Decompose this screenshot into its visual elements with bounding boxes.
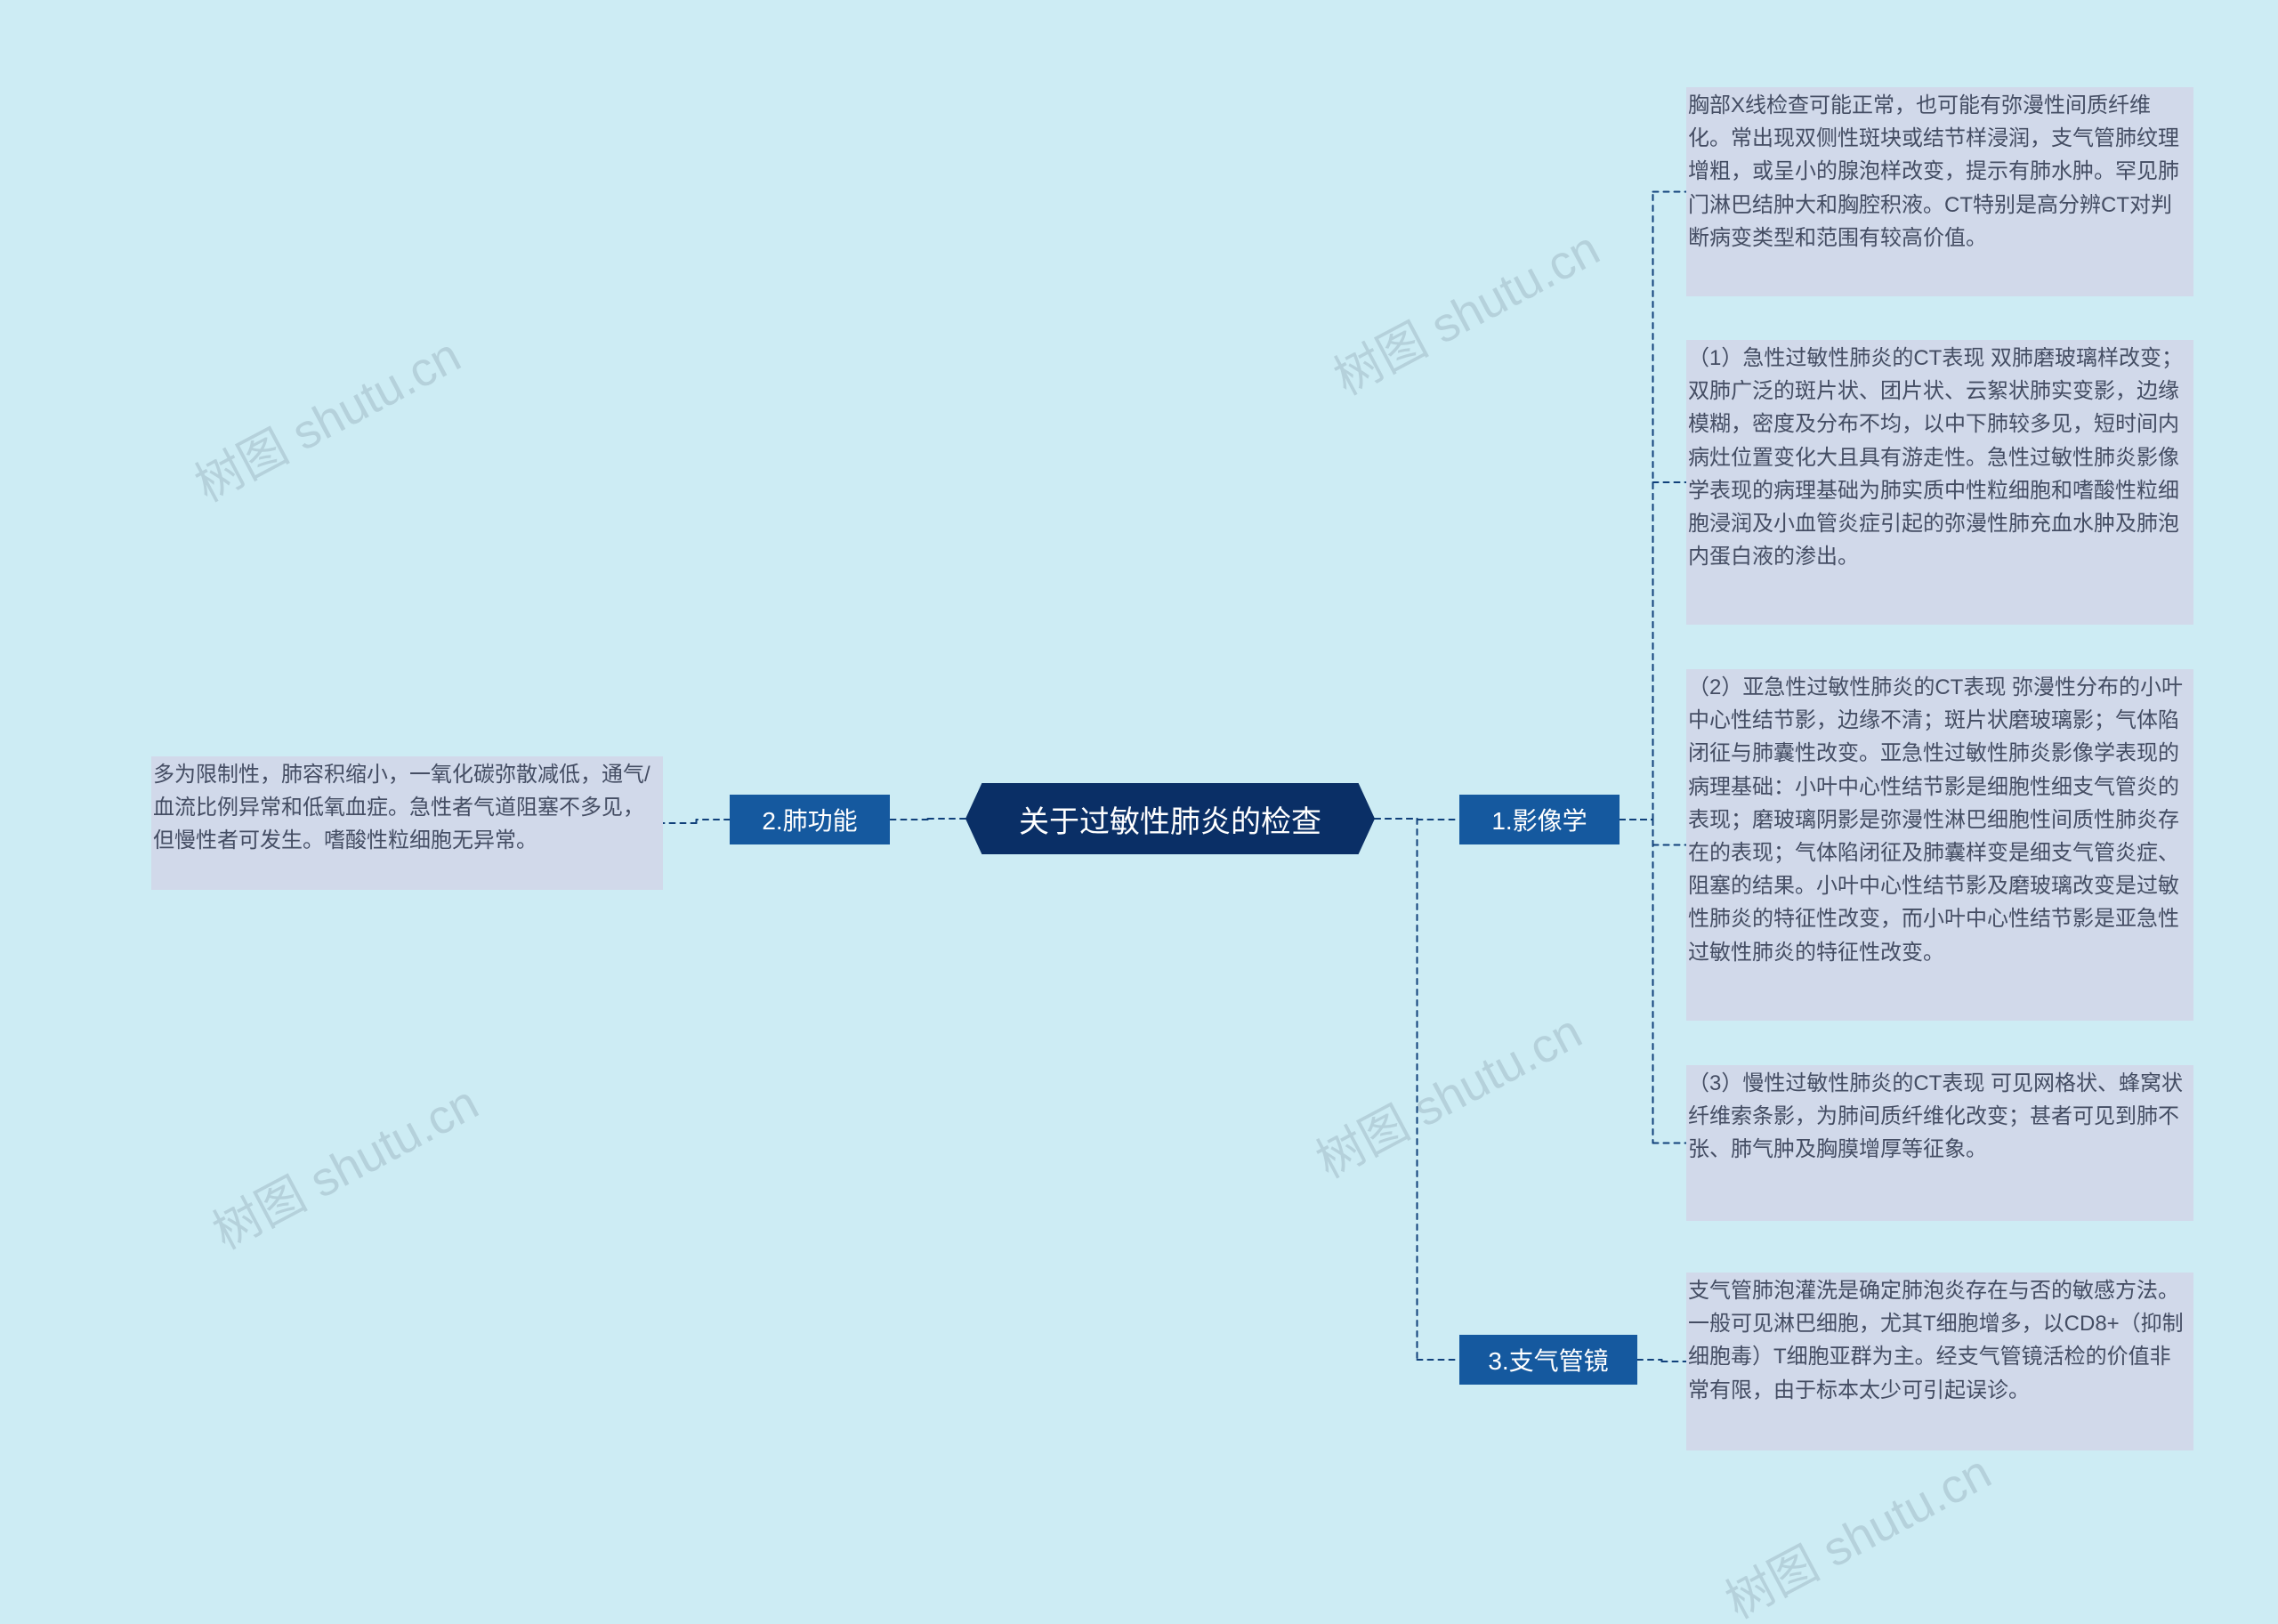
leaf-text: 多为限制性，肺容积缩小，一氧化碳弥散减低，通气/血流比例异常和低氧血症。急性者气…	[153, 763, 650, 852]
branch-node[interactable]: 3.支气管镜	[1459, 1335, 1637, 1385]
leaf-node[interactable]: 支气管肺泡灌洗是确定肺泡炎存在与否的敏感方法。一般可见淋巴细胞，尤其T细胞增多，…	[1686, 1273, 2193, 1450]
leaf-text: （3）慢性过敏性肺炎的CT表现 可见网格状、蜂窝状纤维索条影，为肺间质纤维化改变…	[1688, 1071, 2183, 1161]
mindmap-canvas: 树图 shutu.cn 树图 shutu.cn 树图 shutu.cn 树图 shut…	[0, 0, 2278, 1624]
leaf-text: （2）亚急性过敏性肺炎的CT表现 弥漫性分布的小叶中心性结节影，边缘不清；斑片状…	[1688, 675, 2183, 965]
branch-node[interactable]: 2.肺功能	[730, 795, 890, 844]
branch-label: 1.影像学	[1491, 802, 1587, 837]
leaf-text: （1）急性过敏性肺炎的CT表现 双肺磨玻璃样改变；双肺广泛的斑片状、团片状、云絮…	[1688, 346, 2183, 569]
branch-label: 2.肺功能	[762, 802, 857, 837]
branch-node[interactable]: 1.影像学	[1459, 795, 1620, 844]
watermark: 树图 shutu.cn	[198, 1064, 489, 1263]
leaf-node[interactable]: （1）急性过敏性肺炎的CT表现 双肺磨玻璃样改变；双肺广泛的斑片状、团片状、云絮…	[1686, 340, 2193, 625]
leaf-node[interactable]: 多为限制性，肺容积缩小，一氧化碳弥散减低，通气/血流比例异常和低氧血症。急性者气…	[151, 756, 663, 890]
leaf-node[interactable]: （2）亚急性过敏性肺炎的CT表现 弥漫性分布的小叶中心性结节影，边缘不清；斑片状…	[1686, 669, 2193, 1021]
root-label: 关于过敏性肺炎的检查	[1019, 797, 1321, 841]
watermark: 树图 shutu.cn	[181, 317, 471, 515]
watermark: 树图 shutu.cn	[1320, 210, 1610, 408]
leaf-node[interactable]: 胸部X线检查可能正常，也可能有弥漫性间质纤维化。常出现双侧性斑块或结节样浸润，支…	[1686, 87, 2193, 296]
leaf-text: 胸部X线检查可能正常，也可能有弥漫性间质纤维化。常出现双侧性斑块或结节样浸润，支…	[1688, 93, 2179, 250]
branch-label: 3.支气管镜	[1488, 1342, 1608, 1378]
watermark: 树图 shutu.cn	[1302, 993, 1592, 1192]
leaf-node[interactable]: （3）慢性过敏性肺炎的CT表现 可见网格状、蜂窝状纤维索条影，为肺间质纤维化改变…	[1686, 1065, 2193, 1221]
leaf-text: 支气管肺泡灌洗是确定肺泡炎存在与否的敏感方法。一般可见淋巴细胞，尤其T细胞增多，…	[1688, 1279, 2184, 1402]
root-node[interactable]: 关于过敏性肺炎的检查	[965, 783, 1375, 854]
watermark: 树图 shutu.cn	[1711, 1434, 2001, 1624]
